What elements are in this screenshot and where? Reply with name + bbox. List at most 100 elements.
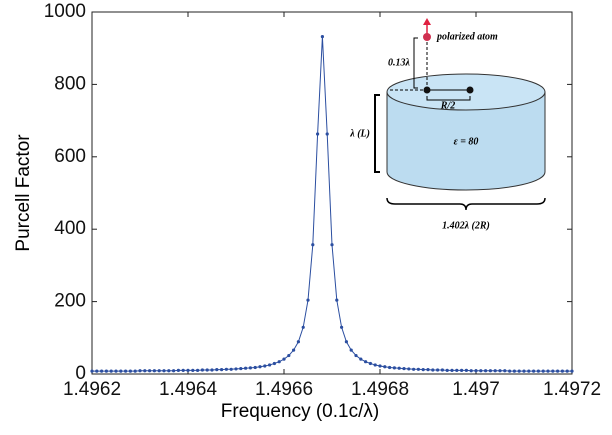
marker xyxy=(124,369,128,373)
marker xyxy=(330,243,334,247)
marker xyxy=(460,368,464,372)
marker xyxy=(316,132,320,136)
marker xyxy=(268,363,272,367)
marker xyxy=(186,368,190,372)
marker xyxy=(383,365,387,369)
marker xyxy=(503,369,507,373)
marker xyxy=(119,369,123,373)
marker xyxy=(450,368,454,372)
x-tick-label: 1.4962 xyxy=(63,379,121,400)
inset-label: λ (L) xyxy=(349,128,370,139)
marker xyxy=(287,353,291,358)
marker xyxy=(392,366,396,370)
marker xyxy=(100,369,104,373)
marker xyxy=(397,366,401,370)
marker xyxy=(431,368,435,372)
marker xyxy=(416,367,420,371)
marker xyxy=(258,365,262,369)
marker xyxy=(373,363,377,367)
marker xyxy=(301,325,305,329)
marker xyxy=(479,369,483,373)
bracket xyxy=(413,37,418,89)
marker xyxy=(133,369,137,373)
marker xyxy=(344,340,348,344)
marker xyxy=(138,369,142,373)
inset-label: R/2 xyxy=(440,100,455,111)
marker xyxy=(551,369,555,373)
marker xyxy=(196,368,200,372)
marker xyxy=(200,368,204,372)
marker xyxy=(570,369,574,373)
marker xyxy=(368,361,372,366)
marker xyxy=(407,367,411,371)
inset-label: ε = 80 xyxy=(454,136,479,147)
marker xyxy=(229,367,233,371)
marker xyxy=(272,361,276,366)
marker xyxy=(128,369,132,373)
inset: polarized atom 0.13λ R/2 λ (L) ε = 80 1.… xyxy=(349,18,546,231)
x-tick-label: 1.4972 xyxy=(543,379,601,400)
marker xyxy=(464,368,468,372)
marker xyxy=(95,369,99,373)
y-tick-label: 200 xyxy=(54,291,86,312)
marker xyxy=(335,298,339,302)
marker xyxy=(244,366,248,370)
inset-label: 1.402λ (2R) xyxy=(442,220,490,231)
marker xyxy=(248,366,252,370)
marker xyxy=(143,369,147,373)
marker xyxy=(311,243,315,247)
x-tick-label: 1.4964 xyxy=(159,379,218,400)
marker xyxy=(421,368,425,372)
marker xyxy=(426,368,430,372)
marker xyxy=(541,369,545,373)
marker xyxy=(306,298,310,302)
marker xyxy=(320,35,324,39)
marker xyxy=(282,357,286,361)
marker xyxy=(162,369,166,373)
marker xyxy=(215,368,219,372)
marker xyxy=(191,368,195,372)
marker xyxy=(508,369,512,373)
marker xyxy=(532,369,536,373)
marker xyxy=(181,368,185,372)
marker xyxy=(239,366,243,371)
marker xyxy=(109,369,113,373)
marker xyxy=(148,369,152,373)
marker xyxy=(172,369,176,373)
marker xyxy=(354,353,358,358)
x-axis-label: Frequency (0.1c/λ) xyxy=(221,401,379,422)
y-tick-label: 600 xyxy=(54,146,86,167)
marker xyxy=(104,369,108,373)
arrowhead xyxy=(423,18,431,25)
marker xyxy=(253,365,257,370)
marker xyxy=(565,369,569,373)
inset-label: 0.13λ xyxy=(388,57,411,68)
marker xyxy=(296,340,300,344)
marker xyxy=(152,369,156,373)
marker xyxy=(484,369,488,373)
marker xyxy=(378,364,382,368)
marker xyxy=(556,369,560,373)
marker xyxy=(527,369,531,373)
marker xyxy=(498,369,502,373)
marker xyxy=(263,364,267,368)
marker xyxy=(412,367,416,371)
marker xyxy=(445,368,449,372)
marker xyxy=(512,369,517,373)
marker xyxy=(517,369,521,373)
marker xyxy=(224,367,228,371)
marker xyxy=(220,368,224,372)
marker xyxy=(277,360,281,364)
bracket xyxy=(374,94,380,173)
marker xyxy=(114,369,118,373)
x-tick-label: 1.4966 xyxy=(255,379,313,400)
marker xyxy=(340,325,344,329)
marker xyxy=(292,348,296,352)
marker xyxy=(90,369,94,373)
y-tick-label: 800 xyxy=(54,73,86,94)
marker xyxy=(493,369,497,373)
marker xyxy=(388,365,392,370)
marker xyxy=(205,368,209,372)
marker xyxy=(436,368,440,372)
marker xyxy=(455,368,459,372)
